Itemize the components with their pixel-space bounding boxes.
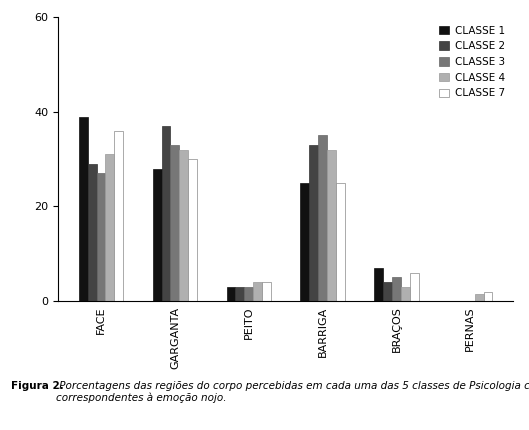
Bar xyxy=(226,287,235,301)
Legend: CLASSE 1, CLASSE 2, CLASSE 3, CLASSE 4, CLASSE 7: CLASSE 1, CLASSE 2, CLASSE 3, CLASSE 4, … xyxy=(436,22,508,101)
Bar xyxy=(484,292,492,301)
Bar xyxy=(375,268,383,301)
Bar xyxy=(97,173,105,301)
Bar xyxy=(401,287,410,301)
Bar xyxy=(475,294,484,301)
Bar xyxy=(170,145,179,301)
Bar xyxy=(114,131,123,301)
Text: Porcentagens das regiões do corpo percebidas em cada uma das 5 classes de Psicol: Porcentagens das regiões do corpo perceb… xyxy=(56,381,529,403)
Bar xyxy=(327,150,336,301)
Bar xyxy=(410,273,418,301)
Bar xyxy=(188,159,197,301)
Bar xyxy=(392,277,401,301)
Bar xyxy=(253,282,262,301)
Bar xyxy=(309,145,318,301)
Bar xyxy=(383,282,392,301)
Bar xyxy=(179,150,188,301)
Bar xyxy=(235,287,244,301)
Bar xyxy=(300,183,309,301)
Bar xyxy=(318,135,327,301)
Bar xyxy=(161,126,170,301)
Bar xyxy=(336,183,345,301)
Bar xyxy=(88,164,97,301)
Text: Figura 2.: Figura 2. xyxy=(11,381,63,390)
Bar xyxy=(262,282,271,301)
Bar xyxy=(79,117,88,301)
Bar xyxy=(153,169,161,301)
Bar xyxy=(244,287,253,301)
Bar xyxy=(105,154,114,301)
